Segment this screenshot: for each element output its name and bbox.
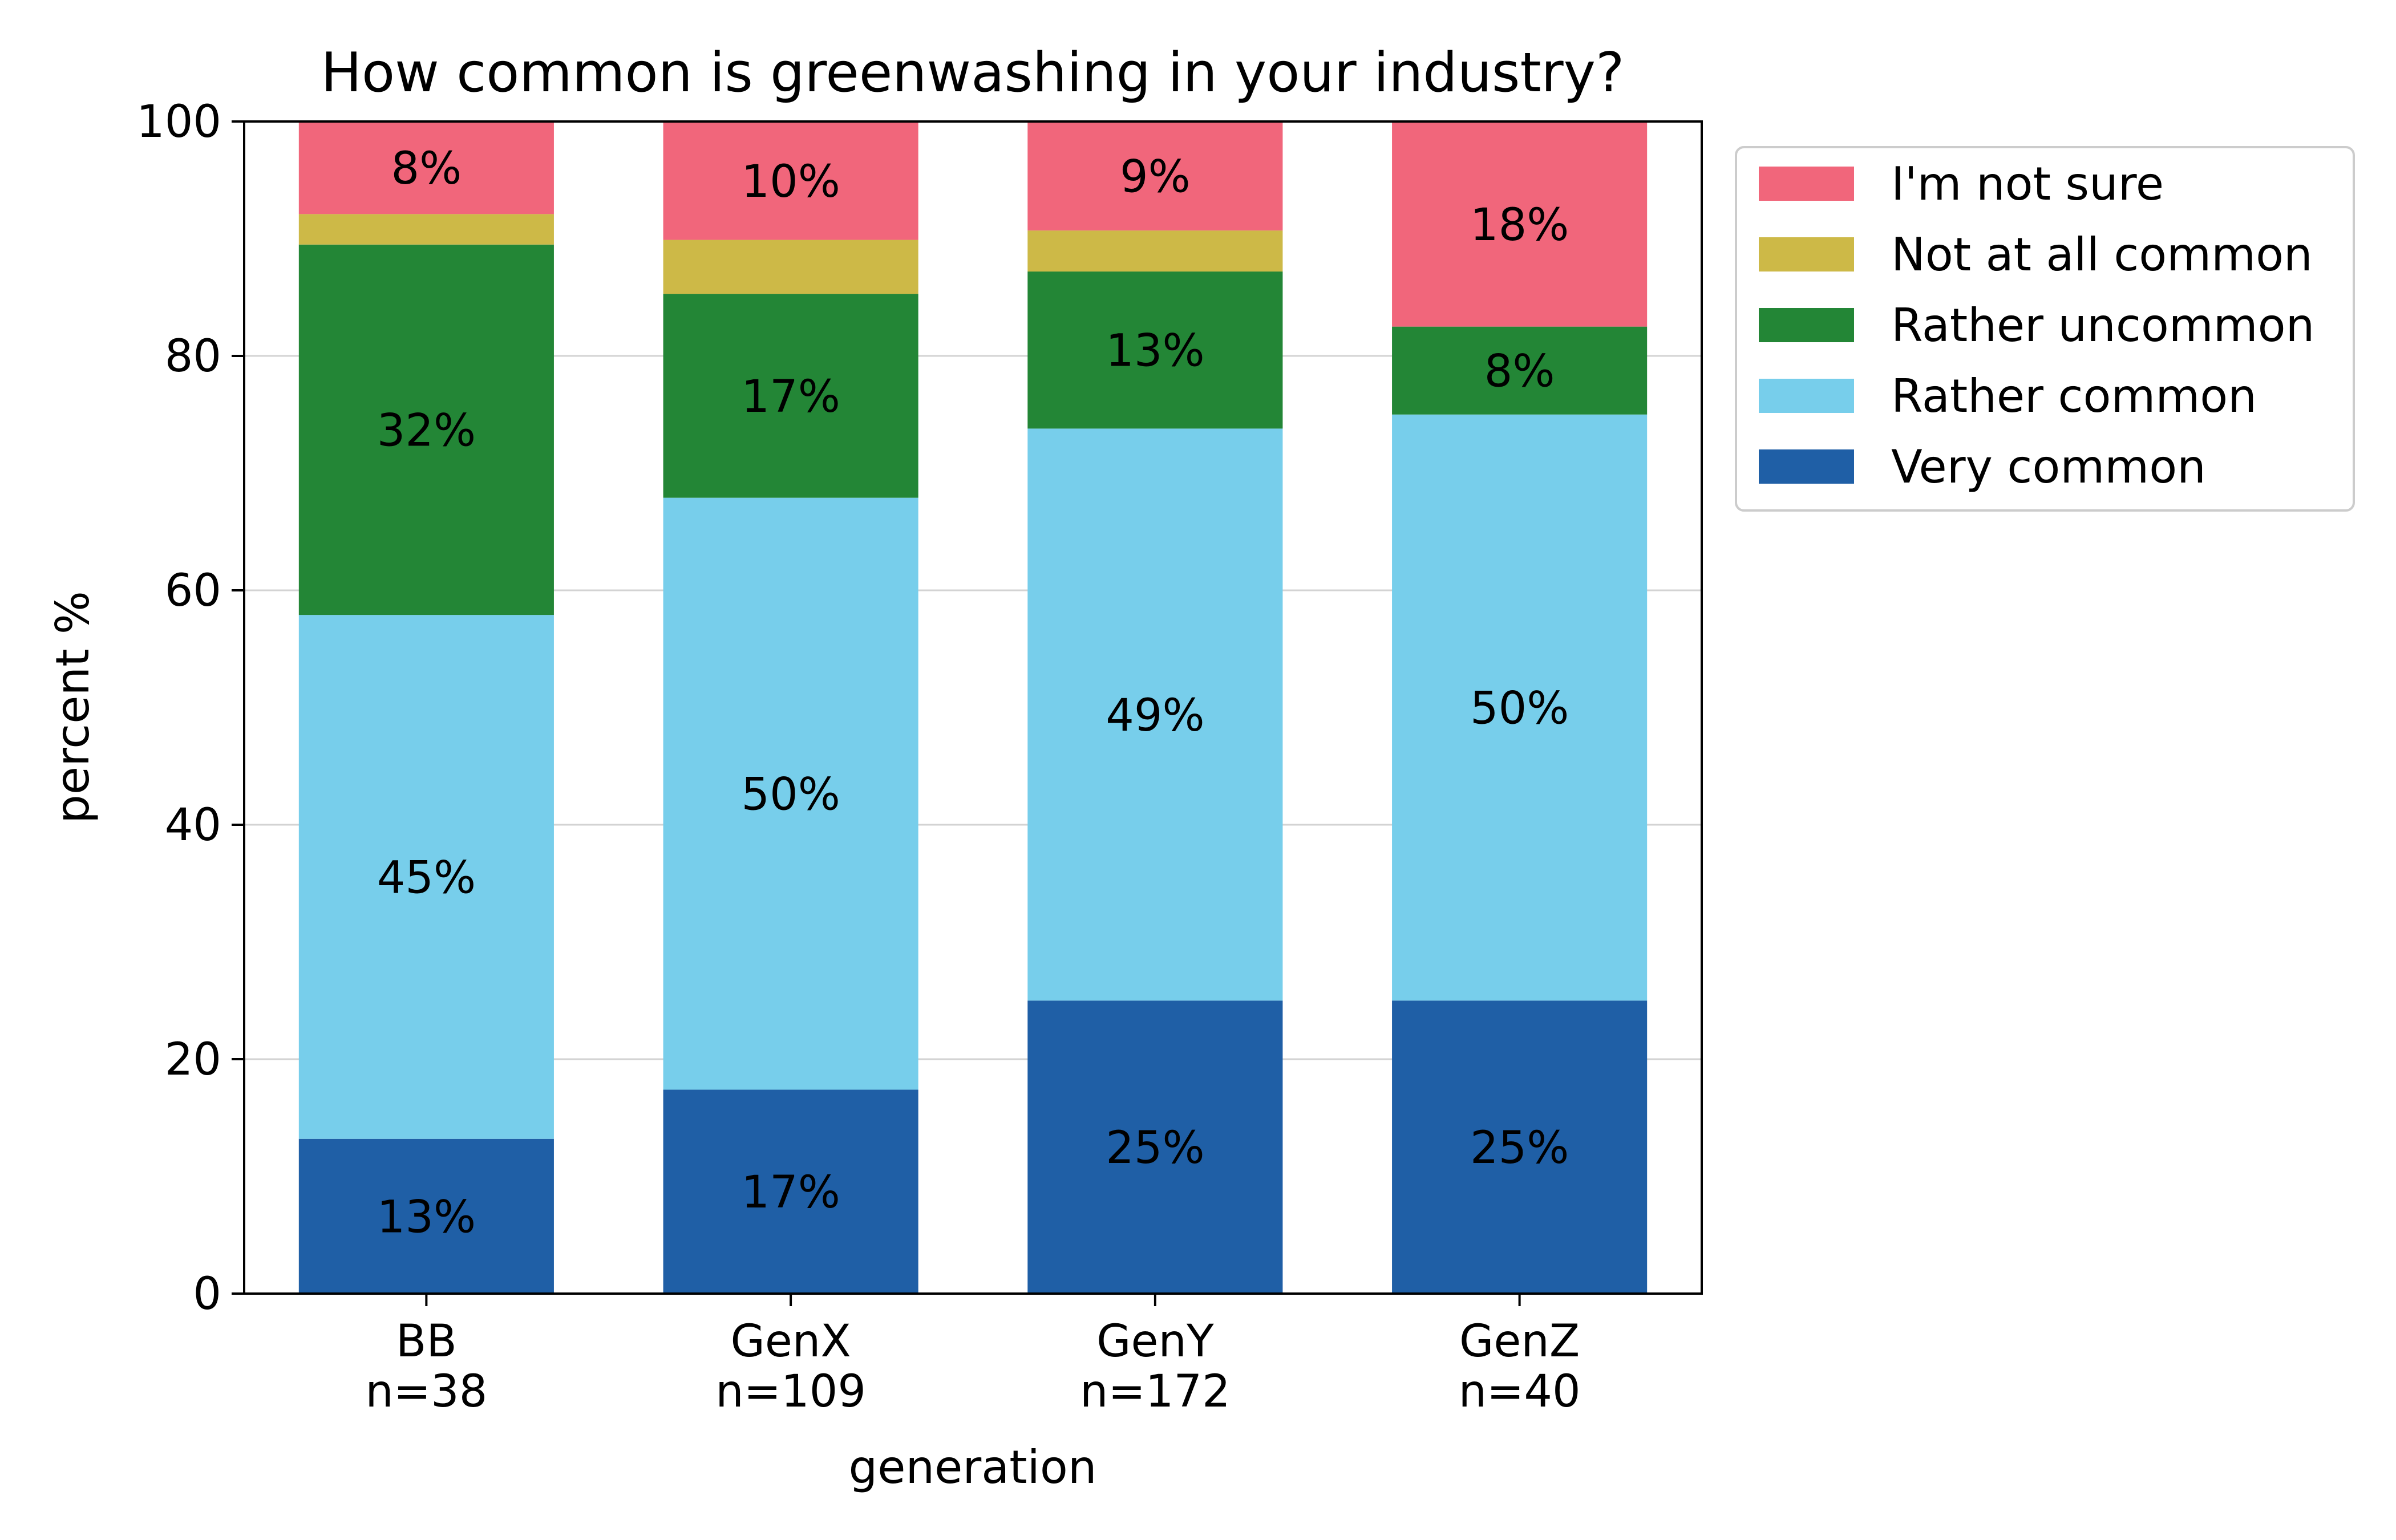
x-tick-count-label: n=40 [1459, 1366, 1581, 1417]
data-label: 17% [741, 1167, 840, 1218]
legend-swatch [1759, 449, 1854, 484]
bar-segment [663, 497, 918, 1090]
data-label: 9% [1120, 152, 1191, 203]
bar-segment [663, 240, 918, 294]
legend-label: I'm not sure [1891, 157, 2164, 210]
bar-segment [1027, 271, 1283, 429]
x-tick-count-label: n=38 [365, 1366, 487, 1417]
y-tick-label: 0 [193, 1269, 221, 1320]
data-label: 17% [741, 371, 840, 423]
data-label: 13% [377, 1192, 476, 1243]
bar-segment [298, 615, 554, 1139]
bar-segment [1392, 1000, 1648, 1294]
x-tick-label: GenZ [1459, 1316, 1580, 1367]
y-tick-label: 20 [165, 1034, 221, 1085]
bar-segment [1027, 121, 1283, 231]
bar-segment [298, 244, 554, 615]
y-axis: 0 20 40 60 80 100 [136, 96, 244, 1320]
legend-frame [1735, 146, 2355, 512]
y-axis-label: percent % [46, 591, 99, 824]
legend-swatch [1759, 167, 1854, 201]
data-label: 45% [377, 852, 476, 903]
bar-segment [663, 121, 918, 240]
bar-segment [298, 214, 554, 245]
legend: I'm not sure Not at all common Rather unco… [1735, 146, 2355, 512]
bar-segment [1027, 428, 1283, 1001]
y-tick-label: 100 [136, 96, 221, 148]
legend-swatch [1759, 379, 1854, 413]
legend-label: Rather uncommon [1891, 299, 2314, 352]
data-label: 18% [1470, 200, 1569, 251]
x-tick-label: BB [396, 1316, 457, 1367]
data-label: 49% [1106, 690, 1204, 741]
y-tick-label: 60 [165, 565, 221, 617]
data-label: 50% [741, 769, 840, 821]
legend-label: Very common [1891, 440, 2206, 493]
bar-segment [1027, 1000, 1283, 1294]
data-label: 32% [377, 405, 476, 456]
x-tick-count-label: n=109 [715, 1366, 866, 1417]
bar-segment [663, 294, 918, 498]
chart-title: How common is greenwashing in your indus… [321, 42, 1625, 104]
data-label: 10% [741, 156, 840, 208]
bar-segment [1392, 326, 1648, 415]
x-tick-count-label: n=172 [1080, 1366, 1231, 1417]
legend-swatch [1759, 237, 1854, 271]
bar-segment [298, 121, 554, 214]
y-tick-label: 80 [165, 331, 221, 382]
data-label: 50% [1470, 683, 1569, 735]
bar-segment [663, 1089, 918, 1294]
legend-label: Not at all common [1891, 228, 2313, 281]
data-label: 8% [1484, 346, 1555, 398]
data-label: 8% [391, 143, 462, 194]
bar-segment [298, 1138, 554, 1294]
legend-swatch [1759, 308, 1854, 342]
y-tick-label: 40 [165, 800, 221, 851]
data-label: 25% [1106, 1122, 1204, 1174]
x-tick-label: GenY [1096, 1316, 1214, 1367]
bar-segment [1392, 121, 1648, 327]
data-label: 25% [1470, 1122, 1569, 1174]
x-tick-label: GenX [730, 1316, 851, 1367]
legend-label: Rather common [1891, 370, 2257, 423]
x-axis-label: generation [848, 1441, 1096, 1494]
bar-segment [1027, 230, 1283, 272]
bar-segment [1392, 414, 1648, 1001]
plot-frame [243, 120, 1703, 1295]
data-label: 13% [1106, 326, 1204, 377]
bars: 13% 45% 32% 8% 17% 50% 17% 10% 25% 49% 13% 9% 25% 50%… [298, 121, 1648, 1294]
